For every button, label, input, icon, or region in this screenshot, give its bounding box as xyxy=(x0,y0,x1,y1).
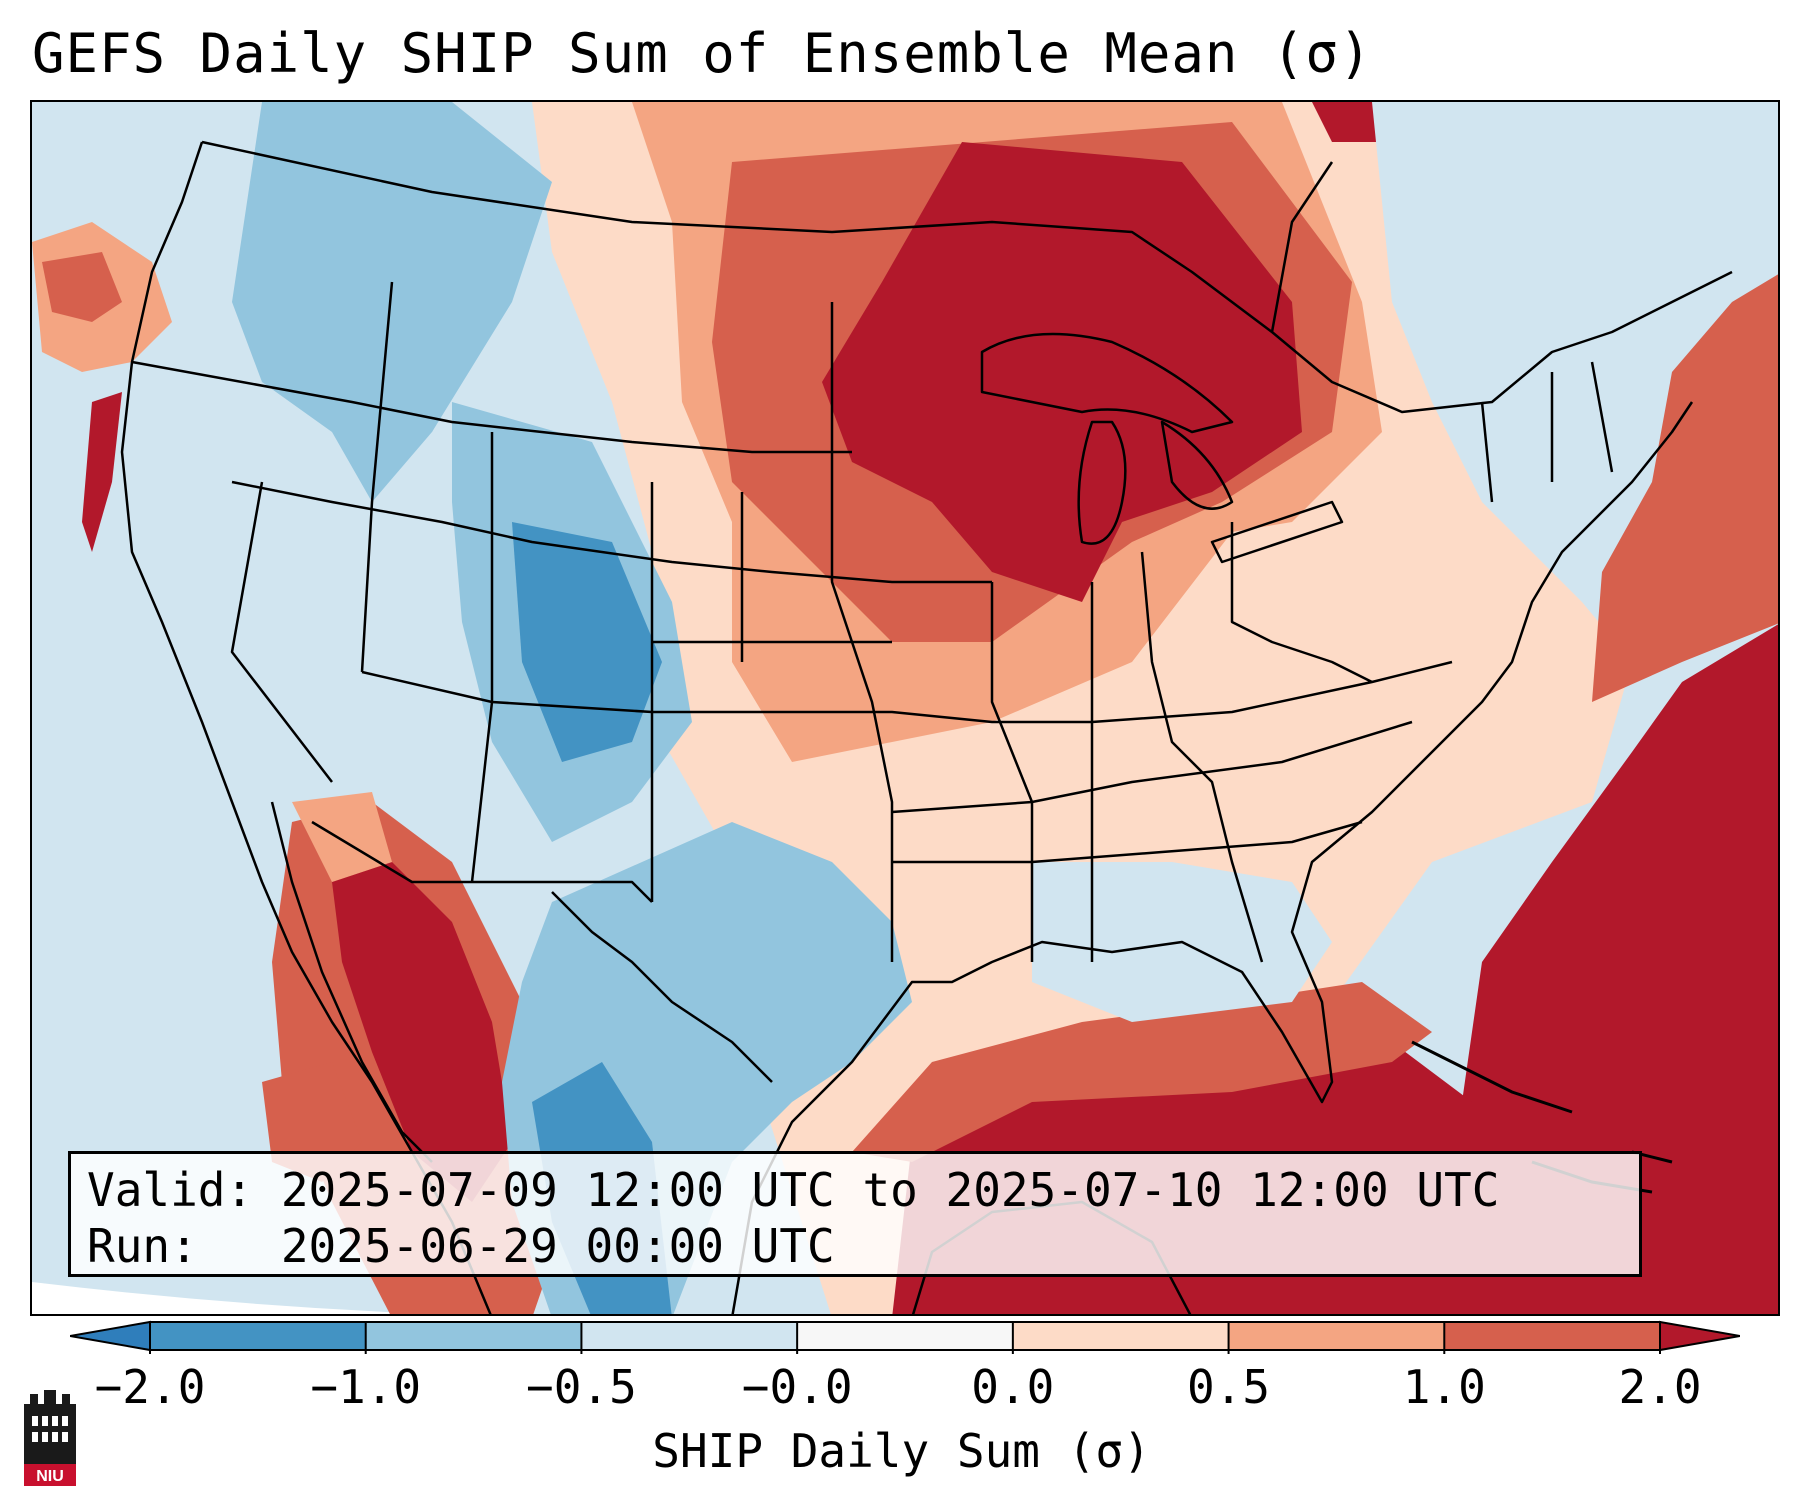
colorbar-tick-label: 0.5 xyxy=(1187,1360,1271,1414)
colorbar-label: SHIP Daily Sum (σ) xyxy=(652,1424,1151,1478)
colorbar-segment xyxy=(1228,1322,1445,1350)
map-title: GEFS Daily SHIP Sum of Ensemble Mean (σ) xyxy=(32,22,1373,85)
niu-logo-icon: NIU xyxy=(24,1390,76,1486)
colorbar-extension-high xyxy=(1659,1320,1740,1352)
colorbar-tick-label: 1.0 xyxy=(1402,1360,1486,1414)
boundaries xyxy=(120,140,1733,1314)
anomaly-map xyxy=(32,102,1778,1314)
niu-logo-text: NIU xyxy=(36,1468,64,1485)
valid-run-info-box: Valid: 2025-07-09 12:00 UTC to 2025-07-1… xyxy=(68,1151,1642,1277)
colorbar-tick-label: −0.0 xyxy=(741,1360,853,1414)
colorbar-segment xyxy=(581,1322,798,1350)
colorbar-tick-label: 0.0 xyxy=(971,1360,1055,1414)
colorbar-tick-label: −2.0 xyxy=(94,1360,206,1414)
run-time-line: Run: 2025-06-29 00:00 UTC xyxy=(87,1219,835,1273)
colorbar-segment xyxy=(1444,1322,1661,1350)
colorbar-extension-low xyxy=(70,1320,151,1352)
map-panel[interactable]: Valid: 2025-07-09 12:00 UTC to 2025-07-1… xyxy=(30,100,1780,1316)
colorbar-segment xyxy=(150,1322,367,1350)
colorbar-tick-label: 2.0 xyxy=(1618,1360,1702,1414)
colorbar-tick-label: −1.0 xyxy=(310,1360,422,1414)
colorbar-segment xyxy=(365,1322,582,1350)
valid-time-line: Valid: 2025-07-09 12:00 UTC to 2025-07-1… xyxy=(87,1163,1500,1217)
colorbar xyxy=(70,1320,1740,1354)
colorbar-tick-label: −0.5 xyxy=(526,1360,637,1414)
colorbar-segment xyxy=(1012,1322,1230,1350)
colorbar-segment xyxy=(797,1322,1014,1350)
